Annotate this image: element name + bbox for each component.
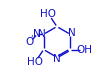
Text: O: O (25, 37, 34, 47)
Text: N: N (33, 29, 41, 39)
Text: N: N (68, 28, 76, 38)
Text: HO: HO (40, 9, 56, 19)
Text: ': ' (30, 35, 32, 44)
Text: HO: HO (27, 57, 43, 67)
Text: N: N (53, 54, 61, 64)
Text: N: N (38, 29, 46, 39)
Text: OH: OH (76, 45, 92, 55)
